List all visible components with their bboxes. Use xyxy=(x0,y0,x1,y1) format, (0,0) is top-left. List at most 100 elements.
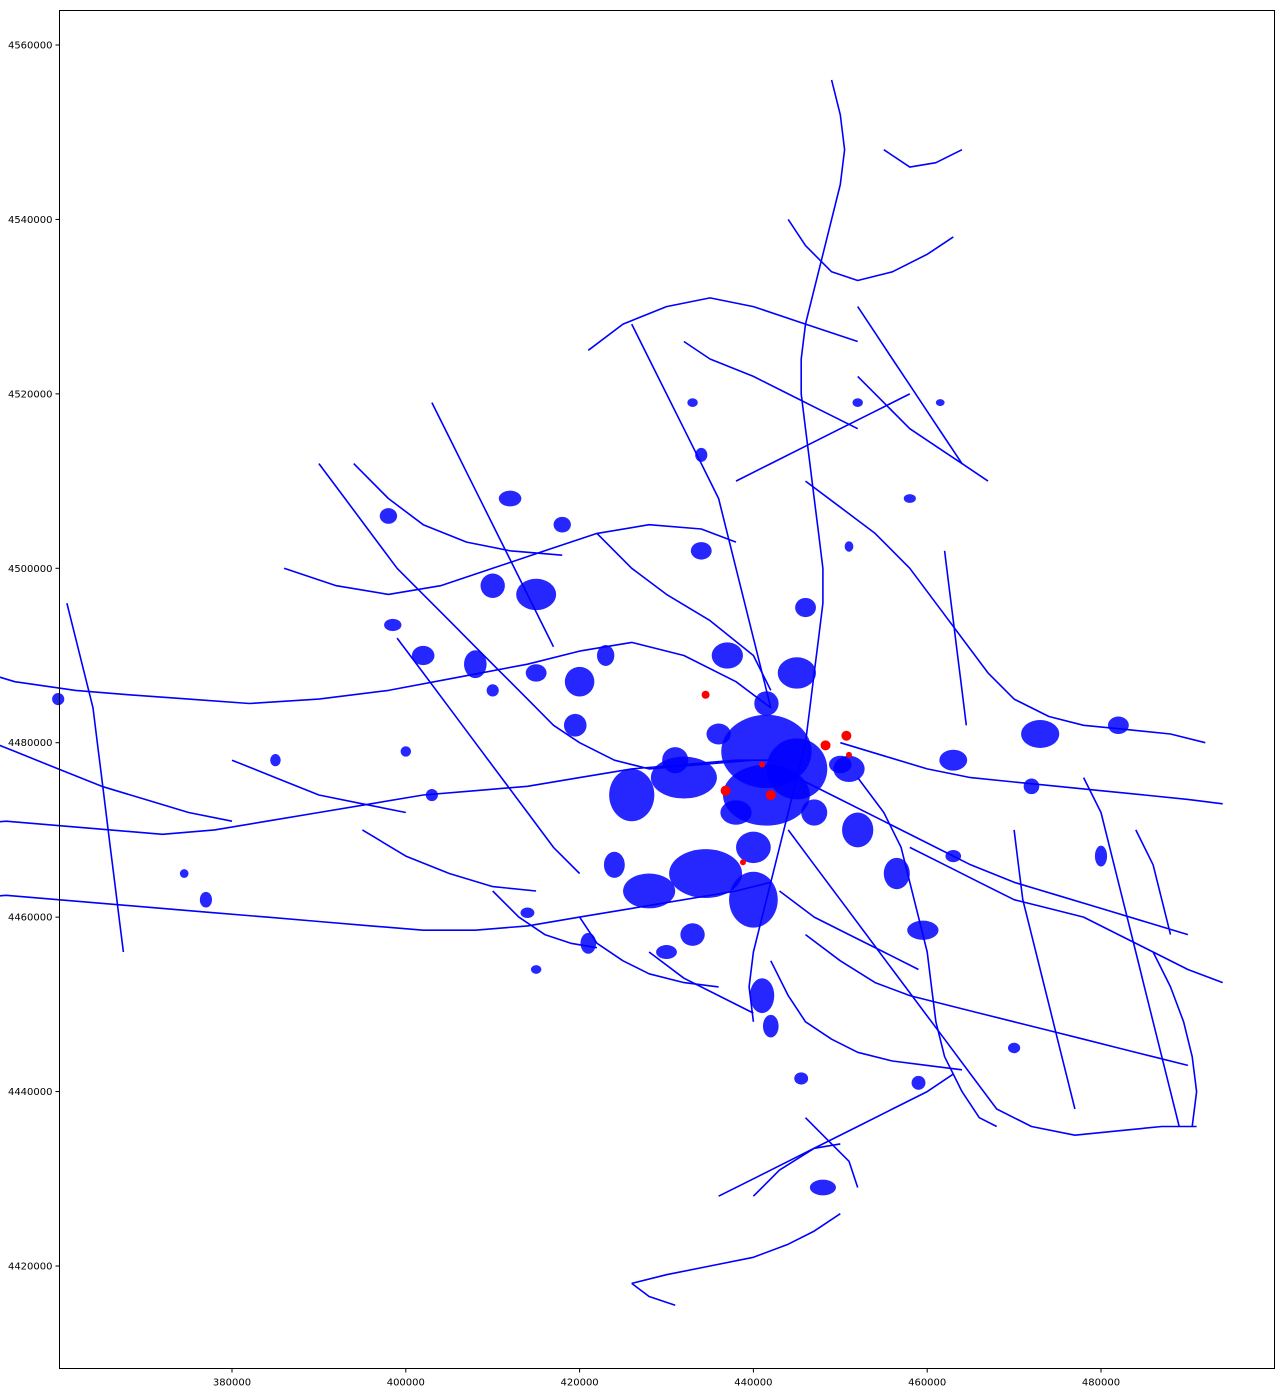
highlight-point xyxy=(739,859,746,866)
road-line xyxy=(631,1213,841,1285)
road-line xyxy=(0,744,233,822)
road-line xyxy=(857,375,989,482)
road-line xyxy=(1013,829,1076,1110)
y-tick-label: 4420000 xyxy=(8,1262,53,1273)
y-axis-ticks: 4420000 4440000 4460000 4480000 4500000 45200… xyxy=(8,41,60,1273)
road-line xyxy=(353,463,563,556)
road-line xyxy=(578,916,719,988)
road-line xyxy=(805,480,1206,744)
urban-cluster xyxy=(1094,845,1108,867)
urban-cluster xyxy=(609,768,655,822)
road-line xyxy=(840,741,1223,805)
y-tick-label: 4540000 xyxy=(8,215,53,226)
urban-cluster xyxy=(564,666,595,697)
urban-cluster xyxy=(498,490,522,507)
road-line xyxy=(857,306,963,465)
urban-cluster xyxy=(270,754,281,767)
highlight-point xyxy=(841,730,852,741)
road-line xyxy=(752,1143,841,1197)
road-line xyxy=(0,881,771,932)
urban-cluster xyxy=(516,578,557,611)
road-line xyxy=(431,402,555,648)
road-line xyxy=(779,890,919,971)
road-line xyxy=(648,951,754,1014)
road-line xyxy=(1152,951,1198,1127)
y-tick-label: 4480000 xyxy=(8,738,53,749)
x-tick-label: 440000 xyxy=(734,1378,772,1389)
urban-cluster xyxy=(669,849,743,898)
road-line xyxy=(735,393,911,482)
urban-cluster xyxy=(1107,716,1129,734)
highlight-point xyxy=(759,761,766,768)
urban-cluster xyxy=(520,907,535,919)
urban-cluster xyxy=(1023,778,1040,795)
road-line xyxy=(909,846,1223,984)
y-tick-label: 4460000 xyxy=(8,913,53,924)
urban-cluster xyxy=(680,923,705,946)
urban-cluster xyxy=(903,494,916,503)
urban-cluster xyxy=(801,799,828,826)
highlight-point xyxy=(845,751,852,758)
urban-cluster xyxy=(199,891,213,908)
road-line xyxy=(748,79,846,1022)
urban-cluster xyxy=(379,508,398,524)
y-tick-label: 4440000 xyxy=(8,1087,53,1098)
road-line xyxy=(283,523,737,596)
urban-cluster xyxy=(690,542,712,560)
urban-cluster xyxy=(883,857,910,890)
urban-cluster xyxy=(580,932,597,954)
urban-cluster xyxy=(596,645,615,666)
urban-cluster xyxy=(777,657,816,689)
urban-cluster xyxy=(384,618,402,632)
urban-cluster xyxy=(411,645,435,666)
urban-cluster xyxy=(623,873,676,909)
urban-cluster xyxy=(736,831,771,864)
road-line xyxy=(718,1073,954,1197)
urban-cluster xyxy=(711,642,743,669)
urban-cluster xyxy=(662,747,689,774)
urban-cluster xyxy=(935,399,945,407)
road-line xyxy=(683,340,859,430)
x-tick-label: 380000 xyxy=(213,1378,251,1389)
road-line xyxy=(596,532,772,691)
road-line xyxy=(361,829,537,892)
urban-cluster xyxy=(1008,1042,1021,1054)
urban-cluster xyxy=(907,920,939,940)
road-line xyxy=(631,1282,676,1306)
road-line xyxy=(796,776,1189,936)
road-line xyxy=(883,148,963,168)
road-line xyxy=(943,550,968,726)
urban-cluster xyxy=(720,800,752,825)
road-line xyxy=(805,933,1189,1067)
urban-cluster xyxy=(842,812,874,848)
x-tick-label: 460000 xyxy=(908,1378,946,1389)
x-tick-label: 420000 xyxy=(561,1378,599,1389)
y-tick-label: 4520000 xyxy=(8,389,53,400)
urban-cluster-layer xyxy=(52,398,1129,1196)
urban-cluster xyxy=(762,1014,779,1038)
y-tick-label: 4500000 xyxy=(8,564,53,575)
urban-cluster xyxy=(464,650,487,679)
urban-cluster xyxy=(656,945,677,960)
axes-frame xyxy=(59,10,1275,1369)
urban-cluster xyxy=(911,1075,926,1090)
road-line xyxy=(630,323,772,708)
urban-cluster xyxy=(553,516,571,533)
urban-cluster xyxy=(809,1179,836,1196)
road-line xyxy=(0,641,772,709)
urban-cluster xyxy=(706,723,731,745)
road-line xyxy=(1135,829,1172,935)
urban-cluster xyxy=(563,713,587,737)
road-line xyxy=(318,463,754,770)
urban-cluster xyxy=(795,597,816,618)
road-line xyxy=(787,829,1197,1136)
urban-cluster xyxy=(829,755,852,774)
road-line xyxy=(787,218,954,282)
urban-cluster xyxy=(939,749,968,771)
urban-cluster xyxy=(749,978,775,1014)
highlighted-points-layer xyxy=(701,690,852,866)
urban-cluster xyxy=(486,684,499,697)
urban-cluster xyxy=(754,691,779,716)
urban-cluster xyxy=(729,871,778,928)
